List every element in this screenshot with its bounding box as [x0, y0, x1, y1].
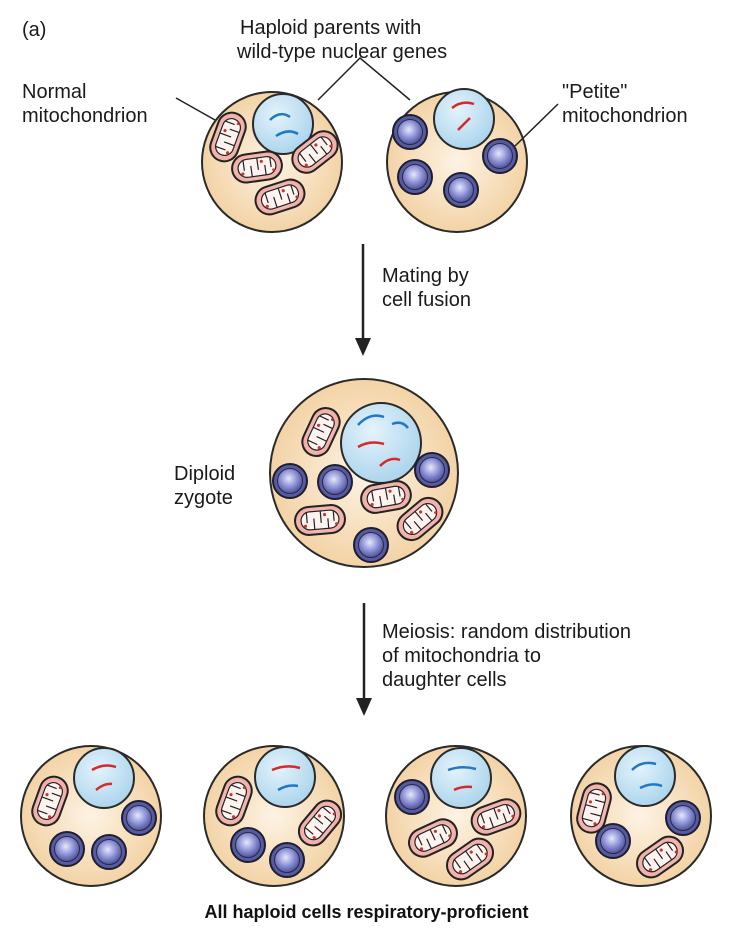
nucleus: [252, 93, 314, 155]
chromosome-blue: [639, 783, 663, 790]
petite-mitochondrion: [665, 800, 701, 836]
chromosome-red: [271, 765, 301, 772]
label-normal-line2: mitochondrion: [22, 105, 148, 127]
nucleus: [73, 747, 135, 809]
chromosome-red: [95, 782, 113, 791]
chromosome-blue: [277, 784, 299, 792]
chromosome-red: [357, 441, 385, 449]
nucleus: [433, 88, 495, 150]
chromosome-red: [91, 764, 117, 772]
chromosome-red: [379, 457, 401, 467]
label-petite-line1: "Petite": [562, 81, 628, 103]
petite-mitochondrion: [443, 172, 479, 208]
label-mating-line2: cell fusion: [382, 289, 471, 311]
petite-mitochondrion: [353, 527, 389, 563]
label-meiosis-line1: Meiosis: random distribution: [382, 621, 631, 643]
petite-mitochondrion: [595, 823, 631, 859]
mitochondrion: [292, 502, 348, 538]
nucleus: [430, 747, 492, 809]
leader-line-normal: [175, 97, 216, 121]
daughter-cell-1: [20, 745, 162, 887]
chromosome-blue: [631, 761, 657, 771]
label-normal-line1: Normal: [22, 81, 87, 103]
petite-mitochondrion: [317, 464, 353, 500]
daughter-cell-3: [385, 745, 527, 887]
figure-caption: All haploid cells respiratory-proficient: [204, 902, 529, 922]
petite-mitochondrion: [414, 452, 450, 488]
petite-mitochondrion: [482, 138, 518, 174]
leader-line-parents: [317, 56, 411, 101]
petite-mitochondrion: [121, 800, 157, 836]
label-mating-line1: Mating by: [382, 265, 469, 287]
label-parents-line1: Haploid parents with: [240, 17, 422, 39]
petite-mitochondrion: [269, 842, 305, 878]
arrow-mating: [355, 244, 371, 356]
daughter-cell-4: [570, 745, 712, 887]
nucleus: [614, 745, 676, 807]
diploid-zygote-cell: [269, 378, 459, 568]
petite-mitochondrion: [394, 779, 430, 815]
petite-mitochondrion: [91, 834, 127, 870]
petite-mitochondrion: [230, 827, 266, 863]
parent-cell-petite: [386, 88, 528, 233]
label-diploid-line1: Diploid: [174, 463, 236, 485]
chromosome-blue: [357, 414, 385, 426]
chromosome-blue: [269, 112, 291, 121]
label-parents-line2: wild-type nuclear genes: [237, 41, 448, 63]
chromosome-blue: [391, 421, 409, 429]
nucleus: [254, 746, 316, 808]
petite-mitochondrion: [392, 114, 428, 150]
chromosome-red: [453, 785, 473, 792]
petite-mitochondrion: [272, 463, 308, 499]
label-meiosis-line2: of mitochondria to: [382, 645, 541, 667]
daughter-cell-2: [203, 745, 348, 887]
leader-line-petite: [514, 103, 559, 147]
petite-mitochondrion: [397, 159, 433, 195]
label-diploid-line2: zygote: [174, 487, 233, 509]
chromosome-red: [457, 117, 471, 131]
label-meiosis-line3: daughter cells: [382, 669, 507, 691]
chromosome-red: [451, 101, 475, 110]
chromosome-blue: [447, 766, 477, 772]
label-petite-line2: mitochondrion: [562, 105, 688, 127]
panel-label: (a): [22, 19, 47, 41]
chromosome-blue: [275, 130, 299, 138]
arrow-meiosis: [356, 603, 372, 716]
parent-cell-normal: [201, 91, 345, 233]
petite-mitochondrion: [49, 831, 85, 867]
